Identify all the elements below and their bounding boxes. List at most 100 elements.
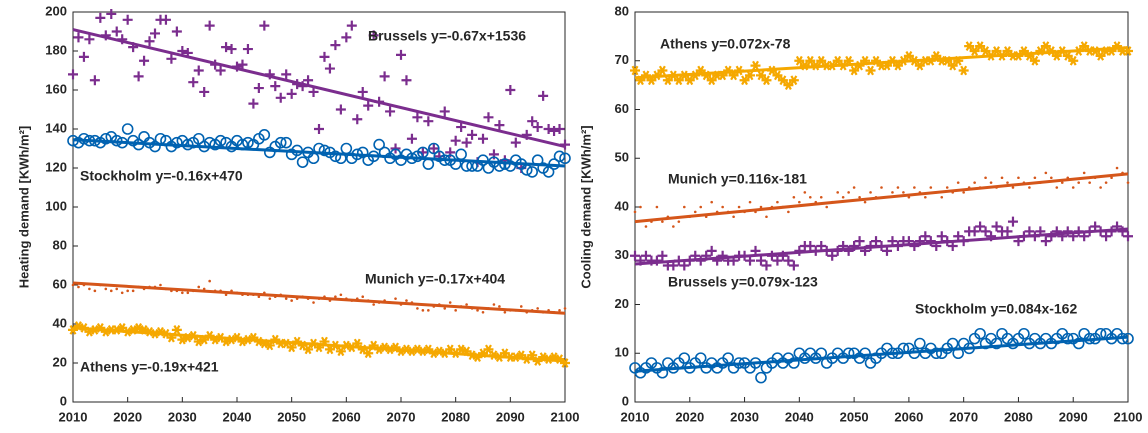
marker — [549, 125, 560, 136]
marker — [286, 342, 297, 353]
marker — [1095, 51, 1106, 61]
marker — [93, 289, 97, 293]
x-tick-label: 2070 — [949, 409, 978, 424]
marker — [732, 215, 735, 219]
marker — [989, 181, 993, 184]
marker — [120, 291, 124, 295]
marker — [100, 132, 112, 145]
marker — [385, 106, 396, 117]
marker — [481, 311, 485, 314]
y-tick-label: 180 — [45, 42, 67, 57]
marker — [339, 293, 343, 297]
marker — [95, 12, 106, 23]
marker — [655, 205, 659, 209]
marker — [722, 352, 734, 364]
marker — [913, 186, 916, 189]
marker — [303, 344, 314, 355]
marker — [1110, 176, 1113, 180]
trend-line — [634, 227, 1129, 266]
x-tick-label: 2030 — [730, 409, 759, 424]
marker — [361, 295, 365, 299]
marker — [1017, 176, 1020, 180]
marker — [842, 347, 855, 360]
marker — [772, 255, 783, 266]
marker — [401, 75, 412, 86]
marker — [765, 215, 768, 219]
marker — [221, 42, 232, 53]
marker — [519, 305, 523, 308]
marker — [270, 81, 281, 92]
marker — [476, 309, 479, 312]
marker — [394, 297, 397, 300]
marker — [335, 346, 346, 357]
marker — [109, 289, 113, 293]
x-tick-label: 2040 — [223, 409, 252, 424]
y-tick-label: 40 — [615, 198, 629, 213]
marker — [1123, 231, 1133, 242]
marker — [1040, 41, 1051, 51]
marker — [975, 41, 986, 51]
x-tick-label: 2080 — [1004, 409, 1033, 424]
marker — [819, 195, 823, 199]
y-tick-label: 30 — [615, 247, 629, 262]
marker — [421, 309, 425, 312]
marker — [958, 65, 969, 76]
y-tick-label: 140 — [45, 120, 67, 135]
marker — [854, 236, 865, 247]
marker — [772, 70, 783, 81]
marker — [656, 366, 669, 379]
marker — [188, 77, 199, 88]
marker — [633, 210, 637, 214]
marker — [739, 75, 750, 86]
annotation: Stockholm y=-0.16x+470 — [80, 168, 243, 184]
y-axis-label: Heating demand [KWh/m²] — [16, 126, 31, 289]
marker — [678, 352, 691, 364]
marker — [450, 135, 461, 146]
marker — [503, 311, 507, 314]
marker — [630, 65, 640, 76]
marker — [849, 65, 860, 76]
marker — [805, 241, 816, 251]
marker — [761, 75, 772, 86]
marker — [89, 75, 100, 86]
marker — [454, 309, 457, 312]
y-tick-label: 60 — [615, 101, 629, 116]
marker — [559, 152, 571, 165]
annotation: Athens y=0.072x-78 — [660, 36, 791, 52]
marker — [1115, 166, 1119, 170]
marker — [1006, 181, 1009, 184]
marker — [1029, 55, 1040, 66]
marker — [494, 120, 505, 131]
marker — [558, 309, 561, 312]
y-tick-label: 80 — [53, 237, 67, 252]
marker — [314, 124, 324, 134]
marker — [405, 299, 408, 302]
trend-line — [72, 28, 566, 149]
marker — [788, 357, 800, 369]
y-tick-label: 40 — [53, 315, 67, 330]
marker — [929, 186, 933, 189]
marker — [290, 299, 293, 302]
marker — [1077, 181, 1080, 184]
marker — [759, 205, 763, 209]
marker — [644, 225, 648, 228]
y-tick-label: 60 — [53, 276, 67, 291]
marker — [133, 71, 144, 82]
marker — [202, 287, 206, 291]
marker — [193, 65, 204, 76]
marker — [750, 60, 761, 71]
marker — [192, 132, 205, 145]
trend-line — [634, 172, 1129, 224]
marker — [368, 30, 379, 41]
marker — [859, 347, 871, 360]
marker — [1002, 226, 1013, 237]
marker — [78, 51, 89, 62]
marker — [280, 136, 293, 149]
marker — [104, 287, 108, 291]
marker — [787, 210, 790, 214]
marker — [275, 92, 286, 103]
marker — [902, 191, 905, 194]
marker — [461, 137, 472, 148]
marker — [303, 75, 314, 86]
marker — [543, 124, 554, 134]
